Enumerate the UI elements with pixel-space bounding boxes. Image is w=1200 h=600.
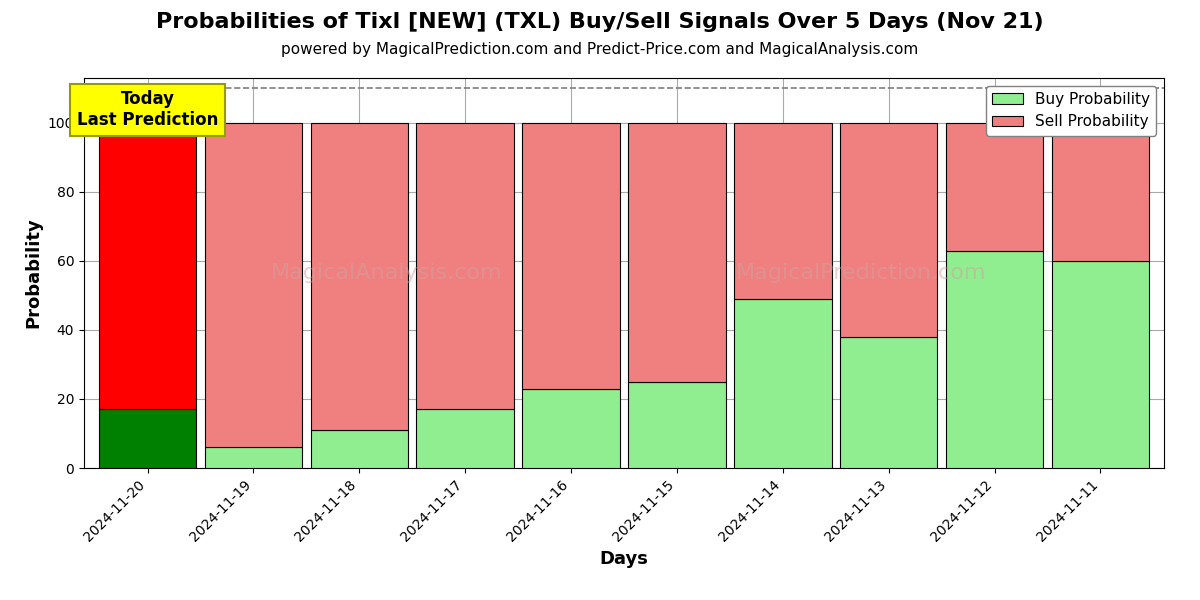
Bar [311, 123, 408, 430]
Bar [522, 389, 619, 468]
Text: Today
Last Prediction: Today Last Prediction [77, 90, 218, 129]
X-axis label: Days: Days [600, 550, 648, 568]
Bar [840, 337, 937, 468]
Bar [840, 123, 937, 337]
Bar [522, 123, 619, 389]
Bar [416, 123, 514, 409]
Bar [734, 123, 832, 299]
Bar [629, 382, 726, 468]
Bar [416, 409, 514, 468]
Bar [311, 430, 408, 468]
Text: powered by MagicalPrediction.com and Predict-Price.com and MagicalAnalysis.com: powered by MagicalPrediction.com and Pre… [281, 42, 919, 57]
Bar [1051, 123, 1150, 261]
Bar [205, 447, 302, 468]
Bar [629, 123, 726, 382]
Text: Probabilities of Tixl [NEW] (TXL) Buy/Sell Signals Over 5 Days (Nov 21): Probabilities of Tixl [NEW] (TXL) Buy/Se… [156, 12, 1044, 32]
Legend: Buy Probability, Sell Probability: Buy Probability, Sell Probability [986, 86, 1157, 136]
Bar [946, 251, 1043, 468]
Text: MagicalPrediction.com: MagicalPrediction.com [737, 263, 986, 283]
Bar [98, 123, 197, 409]
Bar [1051, 261, 1150, 468]
Bar [205, 123, 302, 447]
Text: MagicalAnalysis.com: MagicalAnalysis.com [270, 263, 503, 283]
Bar [98, 409, 197, 468]
Bar [946, 123, 1043, 251]
Y-axis label: Probability: Probability [24, 218, 42, 328]
Bar [734, 299, 832, 468]
